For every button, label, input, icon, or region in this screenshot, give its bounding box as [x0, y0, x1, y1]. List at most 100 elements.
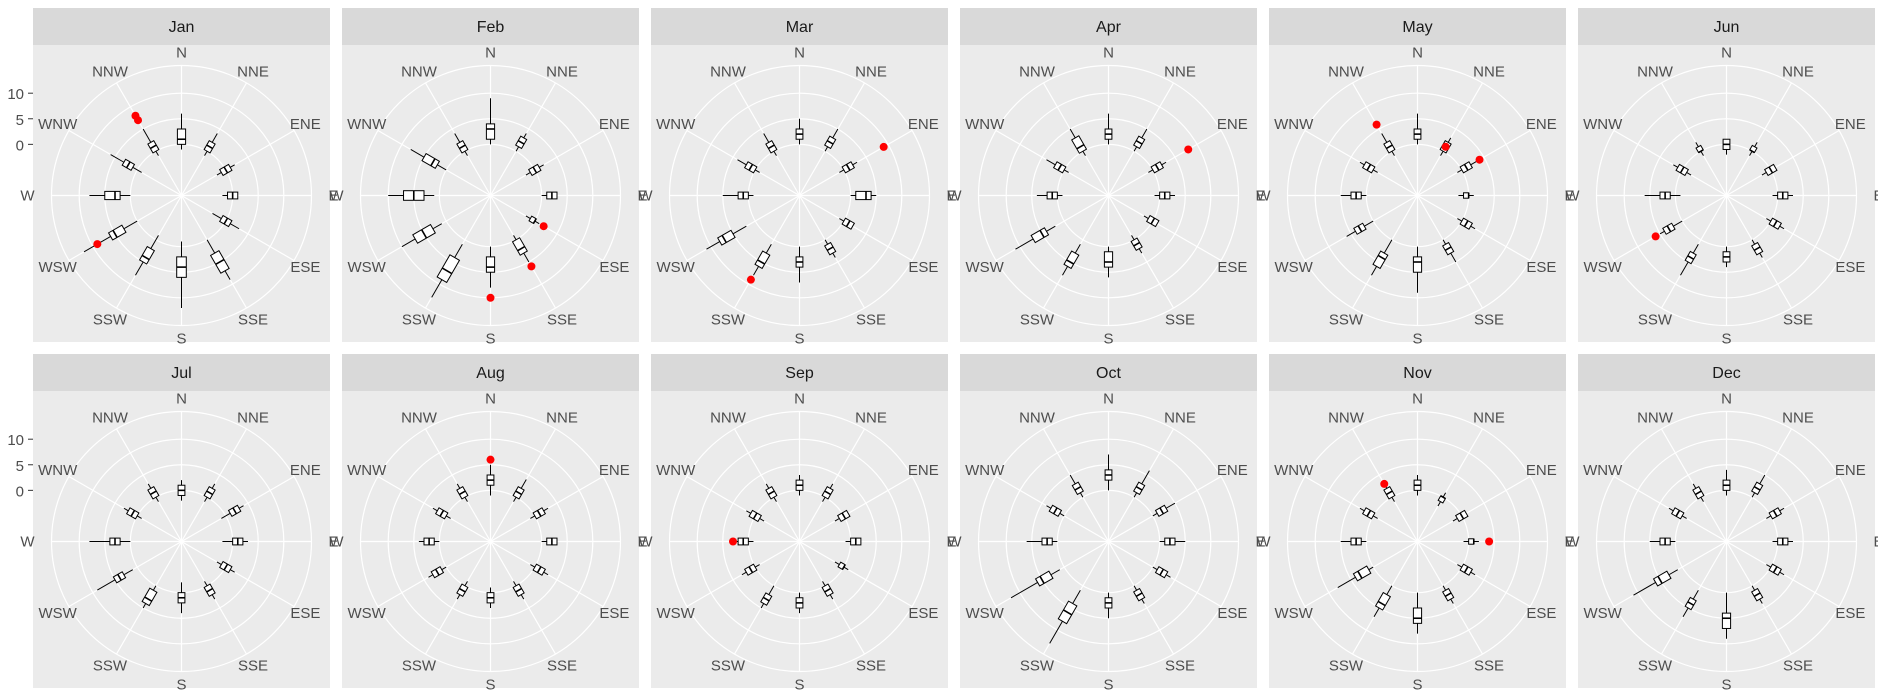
facet-strip-label: Aug [476, 365, 504, 382]
direction-label-nnw: NNW [1019, 410, 1056, 427]
direction-label-wnw: WNW [1583, 462, 1623, 479]
direction-label-wnw: WNW [1274, 462, 1314, 479]
direction-label-ese: ESE [1526, 259, 1556, 276]
direction-label-s: S [1103, 677, 1113, 694]
direction-label-s: S [1721, 331, 1731, 348]
direction-label-ene: ENE [1526, 462, 1557, 479]
direction-label-sse: SSE [547, 657, 577, 674]
direction-label-wnw: WNW [38, 116, 78, 133]
direction-label-ese: ESE [1217, 605, 1247, 622]
direction-label-s: S [1412, 677, 1422, 694]
boxplot-box [105, 191, 120, 199]
boxplot-box [177, 129, 185, 144]
direction-label-wnw: WNW [965, 116, 1005, 133]
direction-label-nne: NNE [1782, 64, 1814, 81]
direction-label-wsw: WSW [38, 605, 77, 622]
direction-label-ssw: SSW [1638, 657, 1673, 674]
direction-label-s: S [794, 677, 804, 694]
direction-label-w: W [1256, 188, 1271, 205]
direction-label-ese: ESE [599, 259, 629, 276]
direction-label-n: N [1721, 391, 1732, 408]
direction-label-nnw: NNW [1328, 64, 1365, 81]
direction-label-ese: ESE [599, 605, 629, 622]
outlier-point-n [487, 456, 495, 464]
direction-label-wsw: WSW [1583, 605, 1622, 622]
direction-label-w: W [638, 534, 653, 551]
direction-label-sse: SSE [856, 657, 886, 674]
direction-label-ene: ENE [1526, 116, 1557, 133]
direction-label-s: S [176, 331, 186, 348]
direction-label-wsw: WSW [1274, 605, 1313, 622]
direction-label-n: N [1103, 391, 1114, 408]
direction-label-ese: ESE [1217, 259, 1247, 276]
direction-label-wnw: WNW [347, 462, 387, 479]
radial-tick-label: 10 [7, 86, 24, 103]
direction-label-ese: ESE [1526, 605, 1556, 622]
direction-label-nnw: NNW [1637, 64, 1674, 81]
facet-strip-label: Feb [477, 19, 505, 36]
direction-label-sse: SSE [547, 311, 577, 328]
radial-tick-label: 0 [16, 483, 24, 500]
outlier-point-nnw [131, 112, 139, 120]
outlier-point-ese [540, 222, 548, 230]
direction-label-nnw: NNW [401, 64, 438, 81]
direction-label-w: W [947, 188, 962, 205]
direction-label-ene: ENE [1835, 116, 1866, 133]
direction-label-ene: ENE [599, 462, 630, 479]
direction-label-wnw: WNW [656, 462, 696, 479]
direction-label-sse: SSE [1474, 311, 1504, 328]
direction-label-nnw: NNW [1637, 410, 1674, 427]
direction-label-nne: NNE [855, 64, 887, 81]
outlier-point-ene [880, 143, 888, 151]
radial-tick-label: 5 [16, 112, 24, 129]
boxplot-box [1722, 613, 1730, 628]
direction-label-nnw: NNW [1019, 64, 1056, 81]
direction-label-ssw: SSW [1020, 311, 1055, 328]
direction-label-nne: NNE [237, 64, 269, 81]
direction-label-ssw: SSW [711, 657, 746, 674]
boxplot-box [1104, 252, 1112, 267]
direction-label-ese: ESE [908, 605, 938, 622]
direction-label-nnw: NNW [710, 64, 747, 81]
direction-label-nnw: NNW [710, 410, 747, 427]
outlier-point-ssw [747, 276, 755, 284]
outlier-point-nnw [1373, 121, 1381, 129]
direction-label-wnw: WNW [965, 462, 1005, 479]
direction-label-n: N [176, 45, 187, 62]
direction-label-s: S [1103, 331, 1113, 348]
direction-label-sse: SSE [1783, 657, 1813, 674]
direction-label-wsw: WSW [347, 605, 386, 622]
facet-strip-label: Apr [1096, 19, 1122, 36]
facet-panel-dec: DecNNNEENEEESESSESSSWWSWWWNWNNW [1565, 354, 1878, 694]
boxplot-box [486, 257, 494, 272]
facet-strip-label: Oct [1096, 365, 1121, 382]
outlier-point-s [487, 294, 495, 302]
direction-label-w: W [329, 534, 344, 551]
outlier-point-wsw [1652, 232, 1660, 240]
direction-label-ssw: SSW [1638, 311, 1673, 328]
facet-strip-label: Mar [786, 19, 814, 36]
boxplot-box [1413, 608, 1421, 623]
direction-label-ssw: SSW [711, 311, 746, 328]
direction-label-nne: NNE [1782, 410, 1814, 427]
direction-label-wnw: WNW [1274, 116, 1314, 133]
outlier-point-sse [527, 262, 535, 270]
direction-label-sse: SSE [1783, 311, 1813, 328]
direction-label-nnw: NNW [401, 410, 438, 427]
boxplot-box [1413, 257, 1421, 272]
radial-tick-label: 5 [16, 458, 24, 475]
direction-label-e: E [1874, 534, 1878, 551]
direction-label-w: W [947, 534, 962, 551]
direction-label-wsw: WSW [1583, 259, 1622, 276]
direction-label-sse: SSE [238, 657, 268, 674]
direction-label-n: N [1412, 391, 1423, 408]
direction-label-ese: ESE [290, 259, 320, 276]
direction-label-ese: ESE [1835, 259, 1865, 276]
